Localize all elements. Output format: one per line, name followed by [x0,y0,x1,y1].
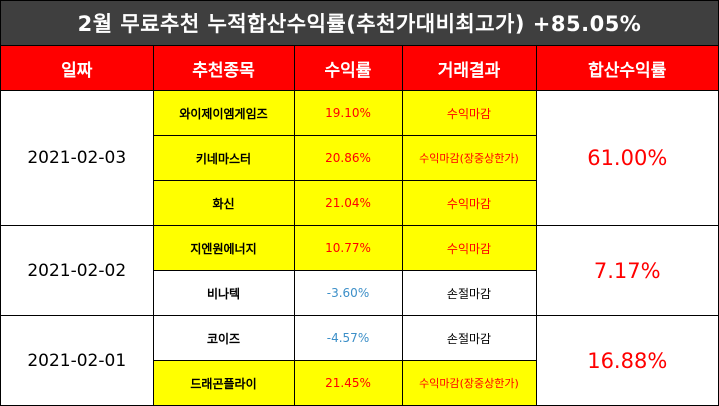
results-table: 일짜 추천종목 수익률 거래결과 합산수익률 2021-02-03 와이제이엠게… [1,46,718,406]
date-cell: 2021-02-02 [1,225,154,316]
date-cell: 2021-02-03 [1,90,154,226]
table-row: 드래곤플라이 21.45% 수익마감(장중상한가) [1,360,718,406]
cumulative-return: 7.17% [535,225,718,316]
stock-name: 와이제이엠게임즈 [152,90,295,136]
header-result: 거래결과 [401,46,537,91]
trade-result: 손절마감 [401,315,537,361]
table-row: 2021-02-03 와이제이엠게임즈 19.10% 수익마감 61.00% [1,90,718,226]
page-title: 2월 무료추천 누적합산수익률(추천가대비최고가) +85.05% [1,1,718,46]
return-value: 19.10% [293,90,403,136]
trade-result: 수익마감(장중상한가) [401,135,536,181]
stock-name: 비나텍 [153,270,295,316]
cumulative-return: 16.88% [535,315,718,406]
trade-result: 수익마감 [401,180,536,226]
stock-name: 지엔원에너지 [152,225,295,271]
return-value: 20.86% [293,135,403,181]
trade-result: 수익마감 [401,225,537,271]
header-row: 일짜 추천종목 수익률 거래결과 합산수익률 [1,46,718,91]
trade-result: 수익마감(장중상한가) [401,360,536,406]
table-row: 비나텍 -3.60% 손절마감 [1,270,718,316]
cumulative-return: 61.00% [535,90,718,226]
stock-name: 코이즈 [152,315,295,361]
stock-name: 화신 [153,180,295,226]
date-cell: 2021-02-01 [1,315,154,406]
header-date: 일짜 [1,46,154,91]
header-return: 수익률 [293,46,403,91]
stock-name: 드래곤플라이 [153,360,295,406]
return-value: -3.60% [293,270,403,316]
return-value: 21.45% [293,360,403,406]
stock-name: 키네마스터 [153,135,295,181]
header-cumulative: 합산수익률 [535,46,718,91]
table-row: 2021-02-02 지엔원에너지 10.77% 수익마감 7.17% [1,225,718,316]
return-value: 10.77% [293,225,403,271]
header-stock: 추천종목 [152,46,295,91]
return-value: 21.04% [293,180,403,226]
return-value: -4.57% [293,315,403,361]
table-row: 2021-02-01 코이즈 -4.57% 손절마감 16.88% [1,315,718,406]
trade-result: 수익마감 [401,90,537,136]
trade-result: 손절마감 [401,270,536,316]
